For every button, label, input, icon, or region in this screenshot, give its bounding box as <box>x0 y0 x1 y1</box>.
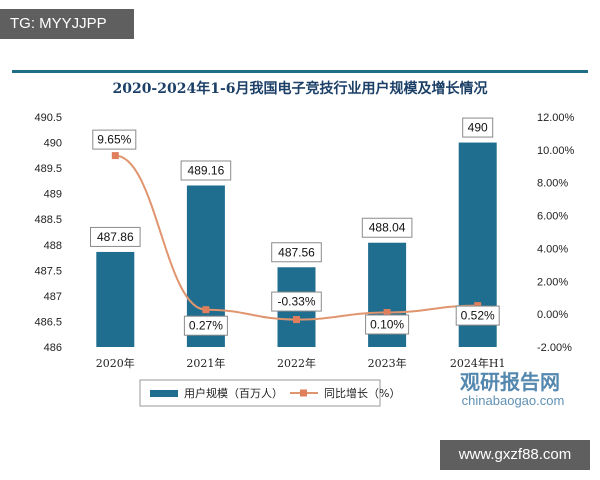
bar-value-label: 490 <box>468 121 488 135</box>
bar-value-label-box <box>462 117 494 138</box>
growth-value-label: 0.52% <box>461 309 495 323</box>
watermark-site: www.gxzf88.com <box>440 440 590 470</box>
left-tick-label: 490.5 <box>34 112 62 124</box>
left-tick-label: 487.5 <box>34 265 62 277</box>
growth-value-label: 0.27% <box>189 319 223 333</box>
right-tick-label: 12.00% <box>537 112 575 124</box>
left-tick-label: 488 <box>44 240 62 252</box>
legend-swatch-bar <box>150 390 178 397</box>
growth-value-label-box <box>455 305 500 326</box>
chart-title: 2020-2024年1-6月我国电子竞技行业用户规模及增长情况 <box>112 80 487 97</box>
growth-point <box>111 152 119 160</box>
growth-line <box>115 154 478 321</box>
bar-value-label-box <box>361 217 413 238</box>
left-tick-label: 486.5 <box>34 316 62 328</box>
growth-value-label: 0.10% <box>370 318 404 332</box>
right-tick-label: 10.00% <box>537 145 575 157</box>
left-tick-label: 487 <box>44 291 62 303</box>
right-axis-ticks: -2.00% 0.00% 2.00% 4.00% 6.00% 8.00% 10.00% 12.… <box>537 112 575 354</box>
watermark-tag: TG: MYYJJPP <box>0 9 134 39</box>
bar-value-label: 487.56 <box>278 245 315 259</box>
right-tick-label: 2.00% <box>537 276 568 288</box>
bar-value-label: 489.16 <box>188 163 225 177</box>
right-tick-label: 6.00% <box>537 211 568 223</box>
growth-point <box>383 309 391 316</box>
left-axis-ticks: 486 486.5 487 487.5 488 488.5 489 489.5 490 490.5 <box>34 112 62 354</box>
category-label: 2022年 <box>277 356 316 370</box>
bar-value-label: 488.04 <box>369 221 406 235</box>
left-tick-label: 488.5 <box>34 214 62 226</box>
left-tick-label: 489 <box>44 189 62 201</box>
right-tick-label: -2.00% <box>537 342 572 354</box>
growth-point <box>202 306 210 314</box>
left-tick-label: 490 <box>44 138 62 150</box>
left-tick-label: 489.5 <box>34 163 62 175</box>
right-tick-label: 0.00% <box>537 309 568 321</box>
data-labels: 487.86 489.16 487.56 488.04 490 9.65% 0.27% -0.… <box>90 117 500 336</box>
legend: 用户规模（百万人） 同比增长（%） <box>139 379 400 407</box>
category-labels: 2020年 2021年 2022年 2023年 2024年H1 <box>96 356 506 370</box>
brand-name: 观研报告网 <box>460 370 560 394</box>
legend-swatch-marker <box>300 389 307 397</box>
growth-value-label-box <box>183 315 228 336</box>
brand-url: chinabaogao.com <box>462 393 565 408</box>
growth-value-label-box <box>92 129 137 150</box>
bar-value-label-box <box>180 160 232 181</box>
category-label: 2021年 <box>186 356 225 370</box>
bar-value-label-box <box>271 242 322 263</box>
category-label: 2024年H1 <box>450 356 506 370</box>
bar <box>96 251 135 347</box>
category-label: 2023年 <box>368 356 407 370</box>
right-tick-label: 8.00% <box>537 178 568 190</box>
brand-watermark: 观研报告网 chinabaogao.com <box>460 370 564 408</box>
growth-point <box>293 316 300 324</box>
chart: 2020-2024年1-6月我国电子竞技行业用户规模及增长情况 486 486.5… <box>34 80 575 408</box>
growth-value-label: 9.65% <box>97 133 131 147</box>
legend-label-bar: 用户规模（百万人） <box>184 386 283 400</box>
left-tick-label: 486 <box>44 342 62 354</box>
bar-value-label: 487.86 <box>97 230 134 244</box>
category-label: 2020年 <box>96 356 135 370</box>
legend-box <box>139 379 381 407</box>
growth-value-label-box <box>271 291 322 312</box>
growth-value-label: -0.33% <box>277 295 315 309</box>
growth-value-label-box <box>365 314 410 335</box>
right-tick-label: 4.00% <box>537 243 568 255</box>
legend-label-line: 同比增长（%） <box>324 386 400 400</box>
bar-value-label-box <box>90 226 141 247</box>
